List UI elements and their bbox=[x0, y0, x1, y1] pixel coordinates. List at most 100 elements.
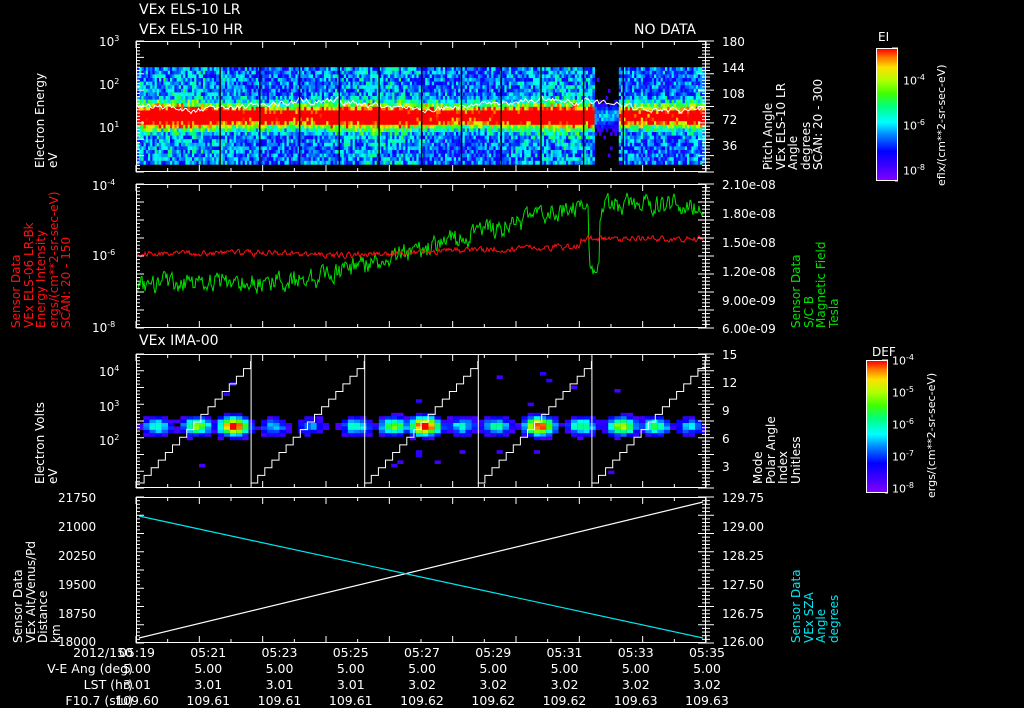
colorbar-ei-unit-label: eflx/(cm**2-sr-sec-eV) bbox=[935, 36, 948, 186]
panel3-right-label-0: Mode bbox=[751, 451, 765, 484]
bottom-row-label-0: 2012/150 bbox=[73, 645, 133, 660]
panel2-right-label-2: Magnetic Field bbox=[814, 241, 829, 328]
panel4-right-tick-5: 126.00 bbox=[722, 635, 764, 649]
bottom-table-cell-ve-ang: 5.00 bbox=[550, 661, 579, 676]
panel3-right-label-2: Index bbox=[776, 450, 791, 484]
panel1-title-hr: VEx ELS-10 HR bbox=[139, 22, 244, 38]
panel3-left-label-1: eV bbox=[45, 468, 60, 484]
colorbar-ei-tick-0: 10-4 bbox=[903, 73, 925, 88]
colorbar-def-tick-4: 10-8 bbox=[892, 481, 914, 496]
panel-4-altitude-sza[interactable] bbox=[136, 497, 706, 643]
panel2-right-label-0: Sensor Data bbox=[789, 254, 803, 328]
panel1-right-label-0: Pitch Angle bbox=[761, 102, 775, 170]
panel4-left-tick-1: 21000 bbox=[58, 520, 97, 534]
panel1-right-axis-label: Pitch Angle VEx ELS-10 LR Angle degrees … bbox=[761, 44, 826, 170]
panel2-right-label-3: Tesla bbox=[826, 298, 841, 328]
panel3-right-tick-9: 9 bbox=[722, 404, 730, 418]
bottom-table-column: 05:27 bbox=[403, 645, 441, 660]
panel4-right-label-3: degrees bbox=[826, 594, 841, 643]
bottom-table-cell-lst: 3.01 bbox=[336, 677, 365, 692]
panel2-right-axis-label: Sensor Data S/C B Magnetic Field Tesla bbox=[789, 192, 841, 328]
panel1-left-label-0: Electron Energy bbox=[33, 72, 47, 168]
panel4-left-label-2: Distance bbox=[36, 590, 51, 643]
panel2-ytick-1e-8: 10-8 bbox=[92, 320, 116, 335]
panel2-right-tick-1: 1.80e-08 bbox=[722, 207, 776, 221]
panel1-right-tick-108: 108 bbox=[722, 87, 745, 101]
panel3-right-tick-15: 15 bbox=[722, 348, 738, 362]
bottom-table-cell-ve-ang: 5.00 bbox=[693, 661, 721, 676]
bottom-table-column: 05:23 bbox=[261, 645, 298, 660]
panel4-right-tick-1: 129.00 bbox=[722, 520, 764, 534]
bottom-table-cell-lst: 3.02 bbox=[408, 677, 436, 692]
panel2-left-axis-label: Sensor Data VEx ELS-06 LR-Bk Energy Inte… bbox=[9, 190, 74, 328]
panel2-right-tick-4: 9.00e-09 bbox=[722, 294, 776, 308]
panel3-ytick-1000: 103 bbox=[99, 399, 120, 414]
panel1-no-data-label: NO DATA bbox=[634, 22, 697, 38]
panel3-right-axis-label: Mode Polar Angle Index Unitless bbox=[751, 356, 803, 484]
panel3-ytick-100: 102 bbox=[99, 433, 120, 448]
bottom-table-cell-lst: 3.01 bbox=[123, 677, 151, 692]
panel4-left-label-0: Sensor Data bbox=[11, 569, 25, 643]
bottom-table-cell-f107: 109.62 bbox=[400, 693, 444, 708]
bottom-table-cell-f107: 109.63 bbox=[685, 693, 729, 708]
panel3-right-tick-6: 6 bbox=[722, 432, 730, 446]
panel4-right-label-0: Sensor Data bbox=[789, 569, 803, 643]
bottom-table-column: 05:31 bbox=[546, 645, 583, 660]
panel4-right-label-2: Angle bbox=[814, 608, 829, 643]
panel4-left-tick-4: 18750 bbox=[58, 607, 97, 621]
panel3-ytick-10000: 104 bbox=[99, 364, 120, 379]
bottom-table-cell-f107: 109.61 bbox=[328, 693, 373, 708]
panel-3-ima-spectrogram[interactable] bbox=[136, 354, 706, 488]
panel-2-energy-intensity-bfield[interactable] bbox=[136, 184, 706, 328]
panel4-left-axis-label: Sensor Data VEx Alt/Venus/Pd Distance km bbox=[11, 505, 63, 643]
panel1-canvas bbox=[137, 42, 705, 171]
colorbar-def-tick-1: 10-5 bbox=[892, 385, 914, 400]
panel1-left-axis-label: Electron Energy eV bbox=[33, 46, 60, 168]
bottom-table-cell-lst: 3.02 bbox=[693, 677, 721, 692]
bottom-table-cell-ve-ang: 5.00 bbox=[123, 661, 151, 676]
bottom-table-cell-lst: 3.02 bbox=[621, 677, 650, 692]
colorbar-ei-gradient bbox=[877, 49, 897, 180]
colorbar-def-tick-3: 10-7 bbox=[892, 449, 914, 464]
colorbar-def-title: DEF bbox=[872, 345, 896, 359]
panel-1-electron-energy-spectrogram[interactable] bbox=[136, 41, 706, 172]
panel2-ytick-1e-6: 10-6 bbox=[92, 248, 116, 263]
colorbar-ei[interactable] bbox=[876, 48, 898, 181]
colorbar-ei-unit: eflx/(cm**2-sr-sec-eV) bbox=[935, 64, 948, 186]
colorbar-ei-tick-1: 10-6 bbox=[903, 118, 925, 133]
panel2-left-label-4: SCAN: 20 - 150 bbox=[59, 236, 74, 328]
colorbar-def[interactable] bbox=[866, 360, 888, 493]
bottom-table-column: 05:35 bbox=[688, 645, 726, 660]
panel1-right-tick-72: 72 bbox=[722, 113, 738, 127]
bottom-table-cell-f107: 109.62 bbox=[542, 693, 587, 708]
bottom-table-column: 05:21 bbox=[190, 645, 227, 660]
panel3-right-label-3: Unitless bbox=[788, 436, 803, 484]
panel2-right-tick-0: 2.10e-08 bbox=[722, 178, 776, 192]
panel4-left-tick-2: 20250 bbox=[58, 549, 97, 563]
panel4-right-tick-3: 127.50 bbox=[722, 578, 764, 592]
colorbar-def-gradient bbox=[867, 361, 887, 492]
bottom-table-cell-ve-ang: 5.00 bbox=[194, 661, 223, 676]
panel3-title: VEx IMA-00 bbox=[139, 333, 219, 349]
bottom-table-cell-ve-ang: 5.00 bbox=[265, 661, 294, 676]
bottom-table-cell-f107: 109.60 bbox=[115, 693, 159, 708]
colorbar-def-unit-label: ergs/(cm**2-sr-sec-eV) bbox=[925, 348, 938, 498]
bottom-table-cell-lst: 3.01 bbox=[265, 677, 294, 692]
bottom-table-cell-lst: 3.02 bbox=[479, 677, 508, 692]
bottom-table-cell-ve-ang: 5.00 bbox=[408, 661, 436, 676]
panel1-right-label-4: SCAN: 20 - 300 bbox=[811, 78, 826, 170]
colorbar-def-unit: ergs/(cm**2-sr-sec-eV) bbox=[925, 372, 938, 498]
panel1-ytick-1000: 103 bbox=[99, 34, 120, 49]
bottom-table-cell-lst: 3.02 bbox=[550, 677, 579, 692]
panel2-left-label-2: Energy Intensity bbox=[34, 229, 49, 328]
panel2-ytick-1e-4: 10-4 bbox=[92, 178, 116, 193]
bottom-table-cell-f107: 109.63 bbox=[613, 693, 658, 708]
bottom-table-cell-ve-ang: 5.00 bbox=[621, 661, 650, 676]
panel2-left-label-0: Sensor Data bbox=[9, 254, 23, 328]
bottom-row-label-2: LST (hr) bbox=[83, 677, 133, 692]
panel4-right-tick-2: 128.25 bbox=[722, 549, 764, 563]
bottom-table-column: 05:33 bbox=[617, 645, 654, 660]
panel1-ytick-100: 102 bbox=[99, 77, 120, 92]
panel1-ytick-10: 101 bbox=[99, 120, 120, 135]
